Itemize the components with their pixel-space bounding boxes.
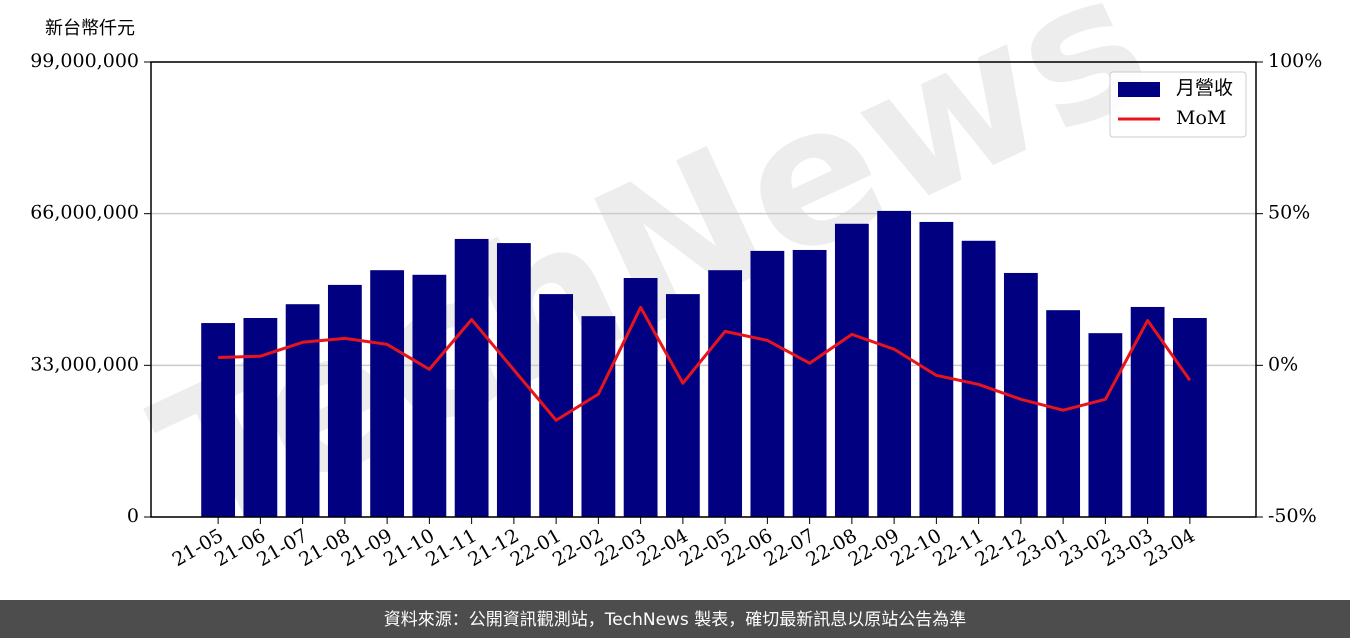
bar [412,274,447,517]
y2-tick-label: 100% [1268,50,1322,72]
y2-tick-label: -50% [1268,505,1317,527]
y-tick-label: 33,000,000 [30,353,139,375]
bar [1088,333,1123,517]
bar [370,270,405,517]
bar [623,278,658,517]
legend-swatch [1118,82,1160,97]
bar [581,316,616,517]
legend: 月營收 MoM [1109,71,1247,138]
bar [877,210,912,517]
bar [454,238,489,517]
legend-label: MoM [1176,107,1226,129]
y2-tick-label: 0% [1268,353,1298,375]
footer: 資料來源：公開資訊觀測站，TechNews 製表，確切最新訊息以原站公告為準 [384,610,966,630]
bar [750,250,785,518]
y2-tick-label: 50% [1268,202,1310,224]
bar [1046,310,1081,517]
y-tick-label: 0 [127,505,139,527]
footer-bar [0,600,1350,638]
line [218,305,1192,422]
bar [201,323,236,517]
plot-frame [150,61,1257,518]
bar [285,304,320,517]
y-tick-label: 99,000,000 [30,50,139,72]
y-tick-label: 66,000,000 [30,202,139,224]
bar [1172,317,1207,517]
bar [496,243,531,517]
bar [834,223,869,517]
bar [708,270,743,517]
bar [665,294,700,517]
legend-label: 月營收 [1176,77,1233,99]
y-axis-title: 新台幣仟元 [45,18,135,39]
bar [961,240,996,517]
bar [243,317,278,517]
bar [327,284,362,517]
bar [792,249,827,518]
